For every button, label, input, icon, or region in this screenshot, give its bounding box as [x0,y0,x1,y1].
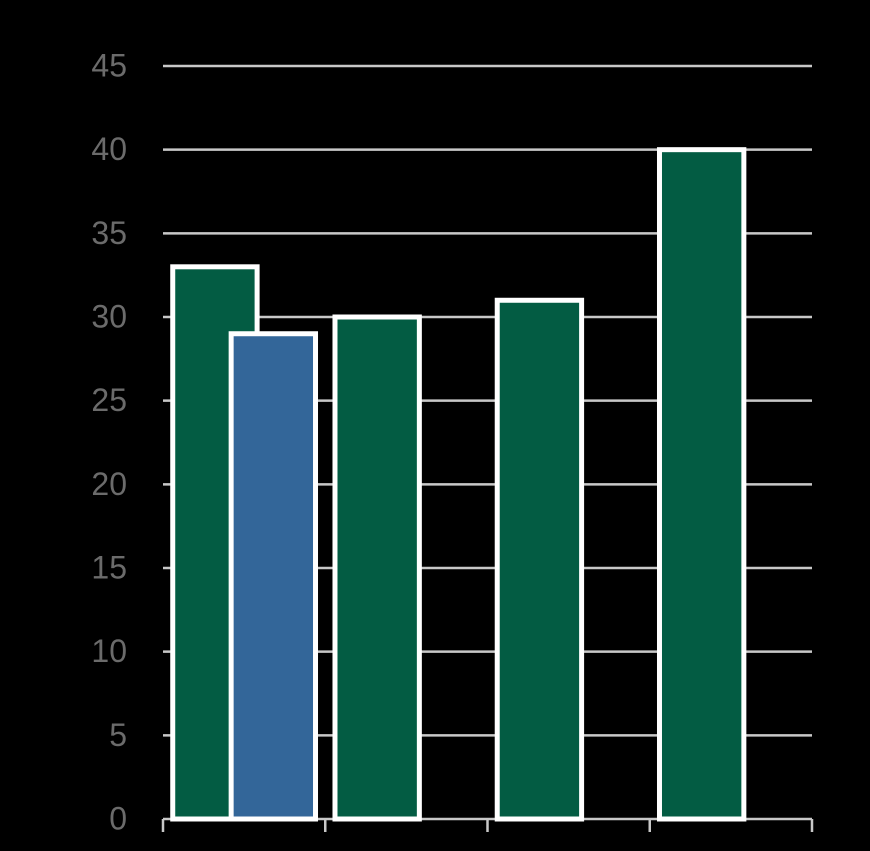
y-tick-label: 30 [91,298,127,334]
y-tick-label: 35 [91,215,127,251]
y-tick-label: 40 [91,131,127,167]
y-tick-label: 5 [109,717,127,753]
bar [656,147,747,822]
y-tick-label: 0 [109,800,127,836]
bar [494,297,585,822]
y-tick-label: 10 [91,633,127,669]
bar [332,314,422,822]
y-tick-label: 20 [91,466,127,502]
y-tick-label: 25 [91,382,127,418]
y-tick-label: 45 [91,47,127,83]
y-tick-label: 15 [91,549,127,585]
bar [228,331,319,822]
